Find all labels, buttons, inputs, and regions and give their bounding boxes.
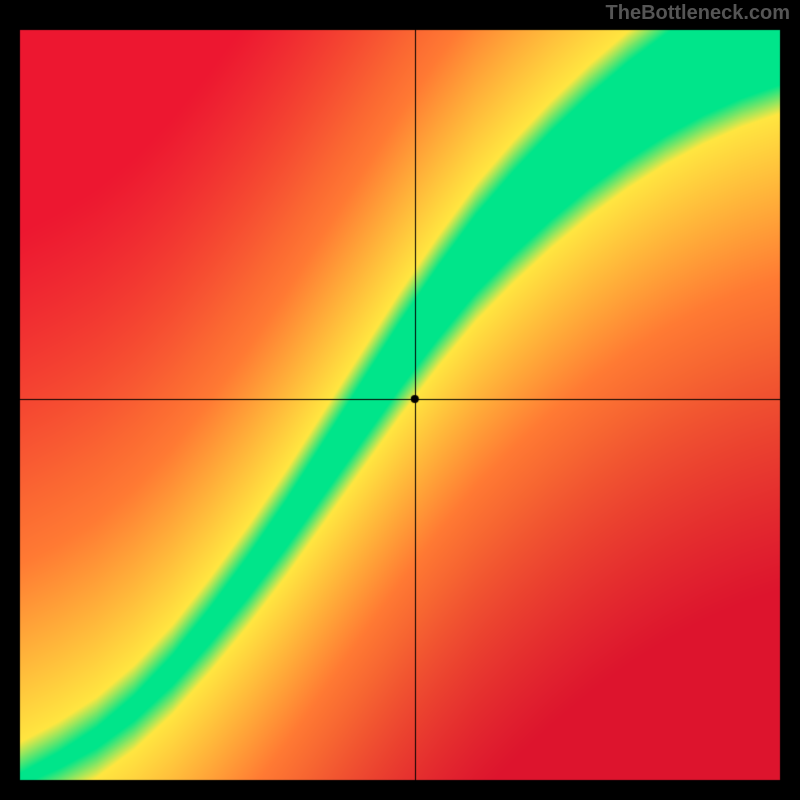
chart-container: TheBottleneck.com [0, 0, 800, 800]
bottleneck-heatmap [0, 0, 800, 800]
watermark-text: TheBottleneck.com [606, 2, 790, 25]
